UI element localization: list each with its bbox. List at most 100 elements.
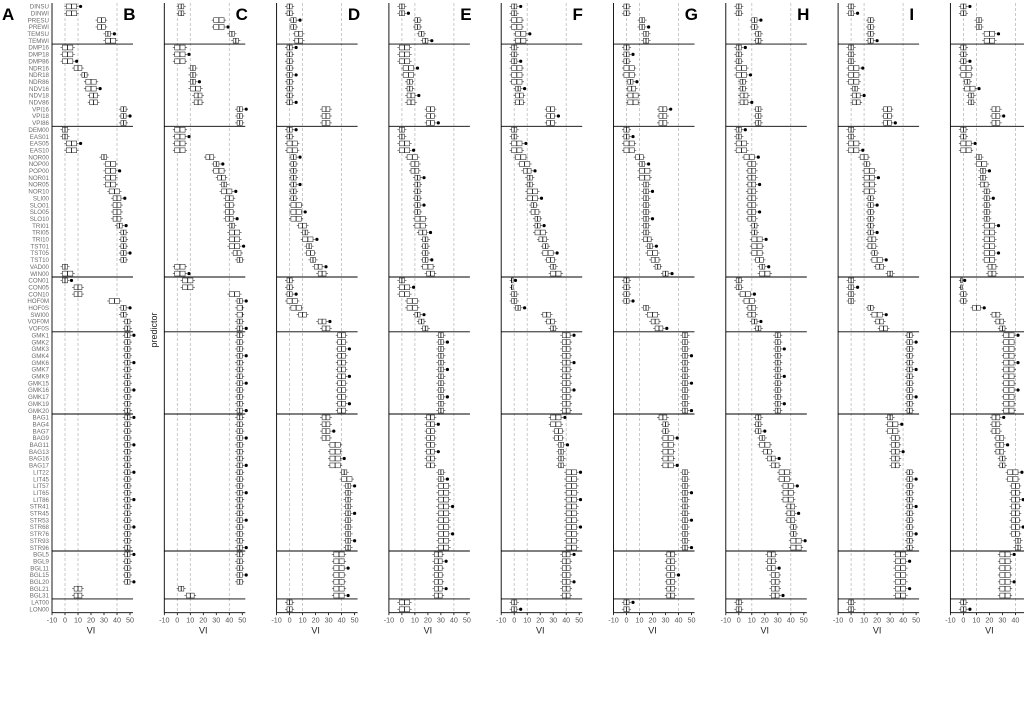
outlier-point: [563, 415, 567, 420]
outlier-point: [861, 66, 865, 70]
row-label: GMK20: [28, 408, 50, 415]
outlier-point: [412, 148, 416, 152]
outlier-point: [914, 340, 918, 344]
outlier-point: [555, 251, 559, 255]
outlier-point: [675, 436, 679, 440]
outlier-point: [689, 354, 694, 358]
row-label: DMP16: [28, 45, 49, 52]
x-tick-label: 20: [873, 616, 881, 625]
outlier-point: [1021, 525, 1024, 529]
outlier-point: [542, 224, 546, 228]
y-axis-title: predictor: [149, 312, 159, 347]
x-tick-label: -10: [271, 616, 281, 625]
x-tick-label: 40: [225, 616, 233, 625]
row-label: BGL11: [30, 565, 49, 572]
panel-h: H -10 0 10 20 30 40 50 VI: [797, 3, 920, 636]
outlier-point: [244, 408, 248, 413]
outlier-point: [884, 258, 888, 262]
outlier-point: [631, 52, 635, 56]
outlier-point: [353, 539, 357, 543]
outlier-point: [234, 189, 238, 193]
outlier-point: [781, 593, 785, 598]
outlier-point: [635, 80, 639, 84]
row-label: VOF0M: [28, 319, 49, 326]
outlier-point: [1002, 415, 1006, 420]
row-label: HOF0S: [28, 305, 49, 312]
row-label: VOF0S: [29, 326, 49, 333]
outlier-point: [445, 477, 449, 481]
x-tick-label: 10: [186, 616, 194, 625]
outlier-point: [752, 292, 757, 296]
x-tick-label: 40: [787, 616, 795, 625]
row-label: STR53: [30, 517, 50, 524]
outlier-point: [298, 155, 302, 159]
row-label: GMK15: [28, 380, 50, 387]
row-label: LIT65: [33, 490, 49, 497]
x-tick-label: 30: [886, 616, 894, 625]
outlier-point: [572, 580, 576, 584]
outlier-point: [1012, 552, 1016, 557]
row-label: NOP00: [29, 161, 50, 168]
panel-a: A -10 0 10 20 30 40 50 VI: [2, 3, 136, 636]
x-tick-label: -10: [833, 616, 843, 625]
outlier-point: [900, 422, 904, 426]
box: [236, 311, 243, 318]
x-axis-title: VI: [873, 626, 882, 636]
row-label: LIT45: [33, 476, 49, 483]
outlier-point: [513, 278, 518, 283]
outlier-point: [763, 429, 767, 433]
outlier-point: [669, 107, 673, 111]
outlier-point: [197, 80, 201, 84]
row-label: VPI16: [32, 106, 49, 113]
outlier-point: [758, 182, 762, 187]
x-tick-label: -10: [608, 616, 618, 625]
row-label: SLI00: [33, 195, 50, 202]
x-tick-label: 0: [737, 616, 741, 625]
outlier-point: [1021, 498, 1024, 502]
row-label: PREWI: [29, 24, 50, 31]
x-tick-label: 30: [998, 616, 1006, 625]
outlier-point: [332, 429, 336, 433]
row-label: VPI86: [32, 120, 49, 127]
outlier-point: [415, 66, 420, 70]
row-label: STR41: [30, 504, 50, 511]
row-label: CON10: [28, 291, 49, 298]
x-tick-label: 30: [100, 616, 108, 625]
outlier-point: [689, 518, 694, 522]
outlier-point: [347, 402, 351, 406]
x-tick-label: 40: [113, 616, 121, 625]
outlier-point: [79, 4, 83, 9]
x-tick-label: -10: [945, 616, 955, 625]
x-tick-label: 10: [74, 616, 82, 625]
row-label: BAG1: [32, 415, 49, 422]
outlier-point: [436, 121, 440, 125]
x-tick-label: 40: [338, 616, 346, 625]
outlier-point: [631, 299, 635, 303]
outlier-point: [795, 484, 799, 488]
outlier-point: [298, 182, 302, 187]
outlier-point: [353, 511, 357, 515]
outlier-point: [743, 128, 747, 132]
x-tick-label: 30: [325, 616, 333, 625]
row-label: BGL15: [30, 572, 50, 579]
row-label: GMK19: [28, 401, 50, 408]
outlier-point: [294, 100, 298, 104]
outlier-point: [647, 162, 651, 166]
row-label: BGL21: [30, 586, 50, 593]
outlier-point: [647, 25, 651, 29]
x-tick-label: 0: [288, 616, 292, 625]
outlier-point: [1006, 443, 1010, 447]
outlier-point: [132, 552, 136, 557]
x-tick-label: 10: [636, 616, 644, 625]
outlier-point: [519, 4, 523, 9]
outlier-point: [315, 237, 319, 241]
row-label: DINWI: [31, 10, 49, 17]
outlier-point: [132, 333, 136, 337]
outlier-point: [996, 32, 1001, 36]
outlier-point: [244, 436, 248, 440]
row-label: BGL5: [33, 552, 49, 559]
row-label: GMK17: [28, 394, 50, 401]
x-tick-label: 10: [523, 616, 531, 625]
x-tick-label: 20: [312, 616, 320, 625]
x-tick-label: 50: [912, 616, 920, 625]
